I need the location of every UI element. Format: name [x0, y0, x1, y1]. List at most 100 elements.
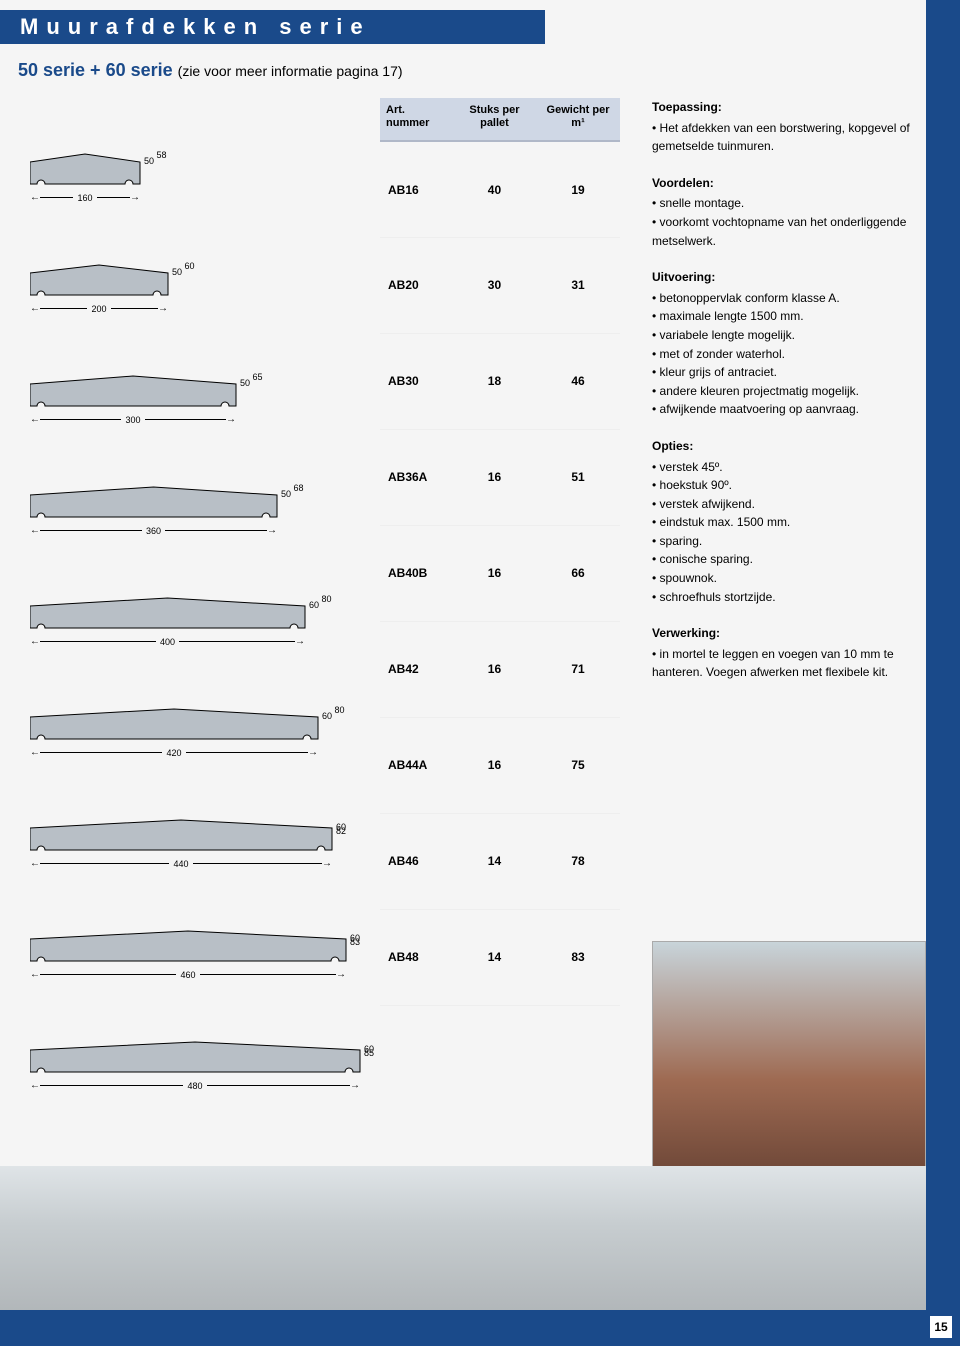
cell-gewicht: 46 — [536, 333, 620, 429]
dim-h1: 60 — [309, 600, 319, 610]
dim-width: ←300→ — [30, 414, 350, 425]
cell-stuks: 16 — [453, 429, 536, 525]
list-item: andere kleuren projectmatig mogelijk. — [652, 382, 910, 401]
table-row: AB481483 — [380, 909, 620, 1005]
cell-gewicht: 83 — [536, 909, 620, 1005]
col-gewicht: Gewicht per m¹ — [536, 98, 620, 141]
dim-heights: 60 80 — [322, 711, 345, 721]
dim-width: ←360→ — [30, 525, 350, 536]
subtitle: 50 serie + 60 serie (zie voor meer infor… — [18, 60, 403, 81]
profile-diagrams: 50 58←160→50 60←200→50 65←300→50 68←360→… — [30, 150, 350, 1149]
table-row: AB301846 — [380, 333, 620, 429]
cell-art: AB48 — [380, 909, 453, 1005]
photo-building — [652, 941, 926, 1181]
list-item: eindstuk max. 1500 mm. — [652, 513, 910, 532]
cell-art: AB36A — [380, 429, 453, 525]
dim-width-value: 160 — [73, 193, 96, 203]
cell-gewicht: 51 — [536, 429, 620, 525]
cell-stuks: 18 — [453, 333, 536, 429]
dim-heights: 60 83 — [350, 933, 360, 953]
right-blue-bar — [926, 0, 960, 1310]
dim-width-value: 420 — [162, 748, 185, 758]
page-number: 15 — [930, 1316, 952, 1338]
profile-diagram: 60 82←440→ — [30, 816, 350, 869]
dim-width-value: 300 — [121, 415, 144, 425]
cell-stuks: 14 — [453, 813, 536, 909]
dim-h1: 50 — [240, 378, 250, 388]
list-item: betonoppervlak conform klasse A. — [652, 289, 910, 308]
list-item: spouwnok. — [652, 569, 910, 588]
list-item: kleur grijs of antraciet. — [652, 363, 910, 382]
dim-h2: 65 — [253, 372, 263, 382]
table-header-row: Art. nummer Stuks per pallet Gewicht per… — [380, 98, 620, 141]
list-opties: verstek 45º.hoekstuk 90º.verstek afwijke… — [652, 458, 910, 607]
dim-h1: 50 — [172, 267, 182, 277]
profile-diagram: 50 65 ←300→ — [30, 372, 350, 425]
list-item: Het afdekken van een borstwering, kopgev… — [652, 119, 910, 156]
table-row: AB203031 — [380, 237, 620, 333]
head-toepassing: Toepassing: — [652, 98, 910, 117]
table-row: AB40B1666 — [380, 525, 620, 621]
col-art: Art. nummer — [380, 98, 453, 141]
profile-diagram: 60 83←460→ — [30, 927, 350, 980]
photo-bench — [0, 1166, 926, 1310]
dim-width: ←200→ — [30, 303, 350, 314]
list-toepassing: Het afdekken van een borstwering, kopgev… — [652, 119, 910, 156]
dim-width-value: 460 — [176, 970, 199, 980]
dim-width: ←160→ — [30, 192, 350, 203]
dim-width-value: 200 — [87, 304, 110, 314]
list-item: hoekstuk 90º. — [652, 476, 910, 495]
list-item: voorkomt vochtopname van het onderliggen… — [652, 213, 910, 250]
table-row: AB164019 — [380, 141, 620, 237]
dim-h2: 82 — [336, 826, 346, 836]
dim-h2: 83 — [350, 937, 360, 947]
cell-gewicht: 78 — [536, 813, 620, 909]
cell-art: AB44A — [380, 717, 453, 813]
profile-diagram: 50 60 ←200→ — [30, 261, 350, 314]
list-item: afwijkende maatvoering op aanvraag. — [652, 400, 910, 419]
dim-heights: 50 60 — [172, 267, 195, 277]
cell-stuks: 16 — [453, 525, 536, 621]
list-item: verstek afwijkend. — [652, 495, 910, 514]
dim-heights: 60 82 — [336, 822, 350, 842]
cell-stuks: 16 — [453, 717, 536, 813]
cell-gewicht: 71 — [536, 621, 620, 717]
cell-art: AB20 — [380, 237, 453, 333]
dim-heights: 60 85 — [364, 1044, 374, 1064]
dim-width-value: 440 — [169, 859, 192, 869]
dim-h1: 50 — [144, 156, 154, 166]
head-opties: Opties: — [652, 437, 910, 456]
cell-stuks: 14 — [453, 909, 536, 1005]
col-stuks: Stuks per pallet — [453, 98, 536, 141]
list-voordelen: snelle montage.voorkomt vochtopname van … — [652, 194, 910, 250]
list-item: schroefhuls stortzijde. — [652, 588, 910, 607]
list-item: conische sparing. — [652, 550, 910, 569]
dim-h2: 85 — [364, 1048, 374, 1058]
profile-diagram: 60 80 ←420→ — [30, 705, 350, 758]
cell-gewicht: 75 — [536, 717, 620, 813]
dim-h2: 58 — [157, 150, 167, 160]
table-row: AB421671 — [380, 621, 620, 717]
dim-h2: 80 — [335, 705, 345, 715]
cell-gewicht: 19 — [536, 141, 620, 237]
subtitle-main: 50 serie + 60 serie — [18, 60, 173, 80]
cell-gewicht: 31 — [536, 237, 620, 333]
bottom-blue-bar — [0, 1310, 960, 1346]
cell-gewicht: 66 — [536, 525, 620, 621]
list-item: in mortel te leggen en voegen van 10 mm … — [652, 645, 910, 682]
product-table: Art. nummer Stuks per pallet Gewicht per… — [380, 98, 620, 1006]
dim-h1: 50 — [281, 489, 291, 499]
cell-stuks: 16 — [453, 621, 536, 717]
list-item: met of zonder waterhol. — [652, 345, 910, 364]
cell-stuks: 40 — [453, 141, 536, 237]
dim-width: ←460→ — [30, 969, 350, 980]
profile-diagram: 60 85←480→ — [30, 1038, 350, 1091]
dim-width: ←420→ — [30, 747, 350, 758]
table-row: AB44A1675 — [380, 717, 620, 813]
table-row: AB461478 — [380, 813, 620, 909]
dim-heights: 60 80 — [309, 600, 332, 610]
list-item: sparing. — [652, 532, 910, 551]
dim-heights: 50 65 — [240, 378, 263, 388]
info-column: Toepassing: Het afdekken van een borstwe… — [652, 98, 910, 682]
dim-width: ←480→ — [30, 1080, 350, 1091]
